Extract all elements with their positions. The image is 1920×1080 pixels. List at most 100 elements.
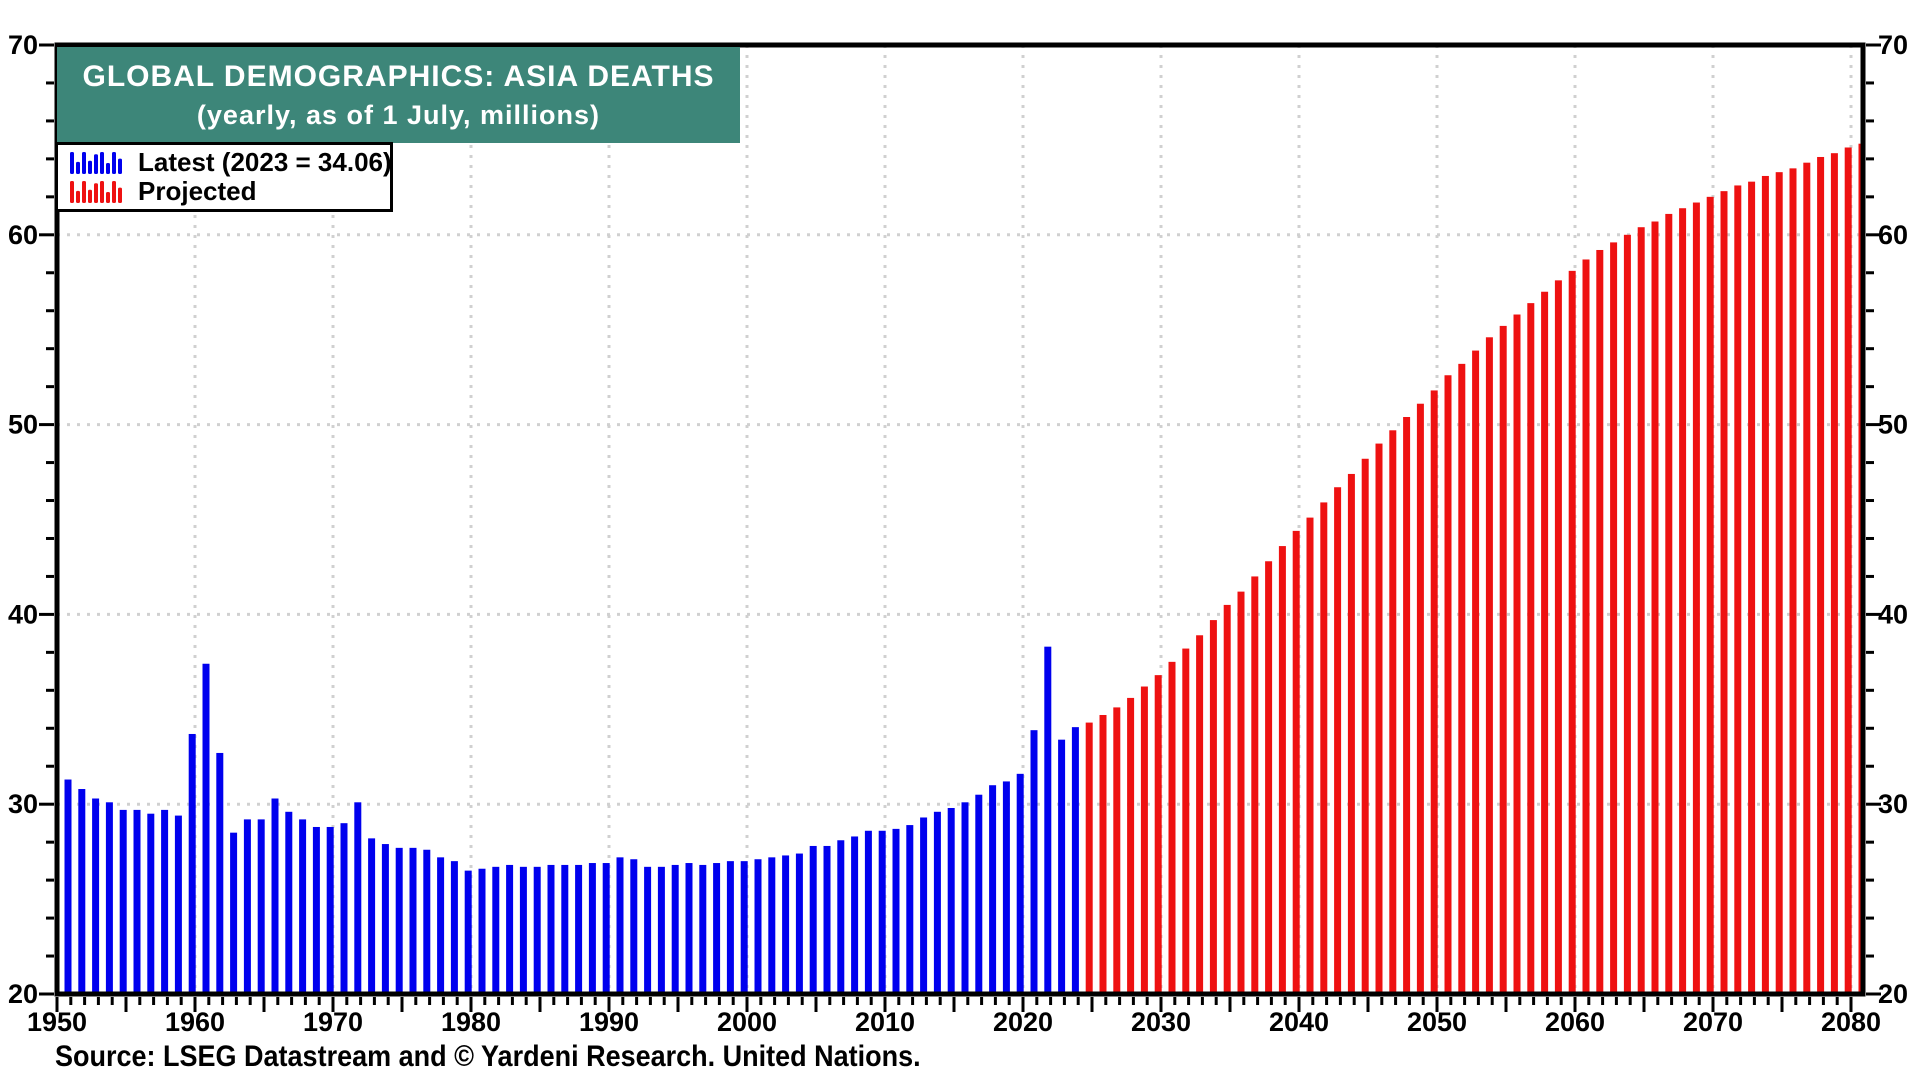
x-axis-label-1970: 1970 <box>303 1007 363 1037</box>
bar-1986 <box>561 864 569 994</box>
bar-2039 <box>1292 530 1300 994</box>
bar-2011 <box>906 825 914 994</box>
bar-2063 <box>1623 234 1631 995</box>
bar-1972 <box>368 838 376 994</box>
bar-2020 <box>1030 730 1038 994</box>
bar-2077 <box>1817 156 1825 994</box>
legend-icon-bar <box>88 160 92 174</box>
x-axis-label-2040: 2040 <box>1269 1007 1329 1037</box>
bar-2044 <box>1361 458 1369 994</box>
y-axis-label-left-50: 50 <box>8 410 38 440</box>
legend-icon-bar <box>82 180 86 203</box>
bar-2025 <box>1099 714 1107 994</box>
bar-2036 <box>1251 576 1259 994</box>
x-axis-label-2060: 2060 <box>1545 1007 1605 1037</box>
bar-2021 <box>1044 646 1052 994</box>
bar-2037 <box>1265 561 1273 994</box>
bar-1999 <box>740 861 748 994</box>
bar-1997 <box>713 863 721 994</box>
bar-1981 <box>492 866 500 994</box>
bar-2024 <box>1085 722 1093 994</box>
bar-2053 <box>1485 337 1493 994</box>
bar-2055 <box>1513 314 1521 994</box>
legend-label-projected: Projected <box>138 176 257 206</box>
bar-2034 <box>1223 604 1231 994</box>
legend-icon-bar <box>118 187 122 203</box>
bar-2003 <box>795 853 803 994</box>
legend-icon-bar <box>94 153 98 174</box>
bar-2014 <box>947 807 955 994</box>
bar-2015 <box>961 802 969 994</box>
bar-2051 <box>1458 363 1466 994</box>
bar-1994 <box>671 864 679 994</box>
bar-2047 <box>1403 417 1411 994</box>
bar-2060 <box>1582 259 1590 994</box>
bar-2046 <box>1389 430 1397 994</box>
bar-2075 <box>1789 168 1797 994</box>
bar-1992 <box>644 866 652 994</box>
bar-2013 <box>933 811 941 994</box>
source-note: Source: LSEG Datastream and © Yardeni Re… <box>55 1040 921 1073</box>
bar-1966 <box>285 811 293 994</box>
bar-2031 <box>1182 648 1190 994</box>
bar-2018 <box>1002 781 1010 994</box>
bar-1965 <box>271 798 279 994</box>
bar-2058 <box>1554 280 1562 994</box>
bar-1969 <box>326 826 334 994</box>
bar-2045 <box>1375 443 1383 995</box>
bar-1963 <box>243 819 251 994</box>
bar-1961 <box>216 752 224 994</box>
legend-icon-bar <box>112 180 116 203</box>
y-axis-label-left-40: 40 <box>8 599 38 629</box>
y-axis-label-right-20: 20 <box>1878 979 1908 1009</box>
bar-2073 <box>1761 175 1769 994</box>
legend-icon-bar <box>118 158 122 174</box>
bar-1975 <box>409 847 417 994</box>
bar-2028 <box>1140 686 1148 994</box>
bar-2050 <box>1444 375 1452 994</box>
y-axis-label-left-70: 70 <box>8 30 38 60</box>
y-axis-label-left-20: 20 <box>8 979 38 1009</box>
legend-icon-bar <box>106 191 110 203</box>
x-axis-label-2030: 2030 <box>1131 1007 1191 1037</box>
x-axis-label-2050: 2050 <box>1407 1007 1467 1037</box>
bar-1998 <box>726 861 734 994</box>
x-axis-label-2020: 2020 <box>993 1007 1053 1037</box>
bar-2061 <box>1596 249 1604 994</box>
bar-1990 <box>616 857 624 994</box>
chart-subtitle: (yearly, as of 1 July, millions) <box>196 99 601 130</box>
bar-2032 <box>1196 635 1204 994</box>
bar-1958 <box>174 815 182 994</box>
bar-1987 <box>575 864 583 994</box>
bar-2076 <box>1803 162 1811 994</box>
bar-2005 <box>823 845 831 994</box>
bar-2052 <box>1472 350 1480 994</box>
bar-2004 <box>809 845 817 994</box>
bar-2054 <box>1499 325 1507 994</box>
blue-bars-icon <box>70 151 122 174</box>
legend-icon-bar <box>76 190 80 203</box>
bar-2027 <box>1127 697 1135 994</box>
y-axis-label-right-70: 70 <box>1878 30 1908 60</box>
bar-2019 <box>1016 773 1024 994</box>
bar-1957 <box>161 809 169 994</box>
legend-icon-bar <box>76 161 80 174</box>
bar-2066 <box>1665 213 1673 994</box>
bar-2071 <box>1734 185 1742 994</box>
bar-2016 <box>975 794 983 994</box>
legend-icon-bar <box>112 151 116 174</box>
x-axis-label-1960: 1960 <box>165 1007 225 1037</box>
bar-1953 <box>105 802 113 994</box>
legend-icon-bar <box>82 151 86 174</box>
legend-icon-bar <box>70 151 74 174</box>
legend-icon-bar <box>100 180 104 203</box>
x-axis-label-1990: 1990 <box>579 1007 639 1037</box>
bar-1964 <box>257 819 265 994</box>
legend-icon-bar <box>106 162 110 174</box>
bar-2079 <box>1844 147 1852 994</box>
bar-2001 <box>768 857 776 994</box>
bar-2068 <box>1692 202 1700 994</box>
bar-1984 <box>533 866 541 994</box>
bar-2072 <box>1748 181 1756 994</box>
